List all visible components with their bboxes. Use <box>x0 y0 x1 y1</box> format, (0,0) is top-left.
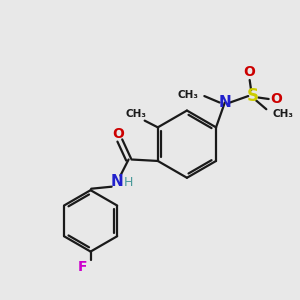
Text: F: F <box>78 260 87 274</box>
Text: CH₃: CH₃ <box>272 110 293 119</box>
Text: O: O <box>271 92 283 106</box>
Text: O: O <box>244 65 256 79</box>
Text: N: N <box>218 95 231 110</box>
Text: CH₃: CH₃ <box>126 109 147 119</box>
Text: CH₃: CH₃ <box>178 91 199 100</box>
Text: H: H <box>123 176 133 189</box>
Text: O: O <box>112 127 124 141</box>
Text: N: N <box>110 174 123 189</box>
Text: S: S <box>247 87 259 105</box>
